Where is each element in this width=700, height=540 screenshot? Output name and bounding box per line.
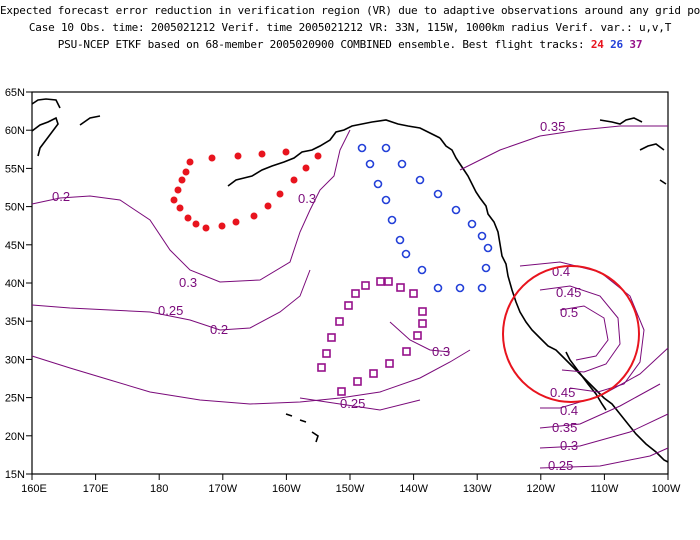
contour-label: 0.3 [560, 438, 578, 453]
verification-region-circle [502, 265, 640, 403]
lat-label: 30N [5, 354, 25, 366]
lon-labels: 160E 170E 180 170W 160W 150W 140W 130W 1… [21, 483, 681, 495]
contour-label: 0.5 [560, 305, 578, 320]
contour-label: 0.25 [158, 303, 183, 318]
lon-label: 170E [83, 483, 109, 495]
contour-label: 0.25 [548, 458, 573, 473]
coastlines [31, 98, 669, 463]
lat-label: 35N [5, 316, 25, 328]
flight-track-26 [357, 143, 493, 293]
lon-label: 160W [272, 483, 301, 495]
lon-label: 150W [336, 483, 365, 495]
lat-label: 55N [5, 163, 25, 175]
flight-track-37 [317, 277, 427, 396]
contour-label: 0.3 [432, 344, 450, 359]
lat-label: 50N [5, 202, 25, 214]
lon-label: 160E [21, 483, 47, 495]
contour-label: 0.4 [560, 403, 578, 418]
lon-label: 110W [590, 483, 619, 495]
contour-label: 0.2 [52, 189, 70, 204]
lon-label: 180 [150, 483, 168, 495]
contour-label: 0.3 [179, 275, 197, 290]
title-line-3: PSU-NCEP ETKF based on 68-member 2005020… [0, 38, 700, 51]
title-line-2: Case 10 Obs. time: 2005021212 Verif. tim… [28, 21, 672, 34]
lat-label: 65N [5, 87, 25, 99]
title-line-3-text: PSU-NCEP ETKF based on 68-member 2005020… [57, 38, 591, 51]
contour-label: 0.35 [540, 119, 565, 134]
lat-label: 20N [5, 431, 25, 443]
lat-label: 60N [5, 125, 25, 137]
contour-label: 0.2 [210, 322, 228, 337]
lat-label: 45N [5, 240, 25, 252]
lon-label: 170W [208, 483, 237, 495]
lon-label: 130W [463, 483, 492, 495]
contour-label: 0.35 [552, 420, 577, 435]
lat-label: 25N [5, 393, 25, 405]
lon-label: 100W [652, 483, 681, 495]
contour-label-group: 0.2 0.3 0.25 0.2 0.3 0.3 0.25 0.35 0.4 0… [52, 119, 581, 473]
contour-label: 0.45 [556, 285, 581, 300]
lat-label: 15N [5, 469, 25, 481]
lat-label: 40N [5, 278, 25, 290]
flight-track-24 [170, 148, 322, 232]
track-26-label: 26 [610, 38, 623, 51]
contour-label: 0.25 [340, 396, 365, 411]
axis-ticks [26, 91, 669, 480]
contour-label: 0.3 [298, 191, 316, 206]
title-line-1: Expected forecast error reduction in ver… [0, 4, 700, 17]
lat-labels: 65N 60N 55N 50N 45N 40N 35N 30N 25N 20N … [5, 87, 25, 481]
lon-label: 140W [399, 483, 428, 495]
track-24-label: 24 [590, 38, 604, 51]
lon-label: 120W [526, 483, 555, 495]
contour-label: 0.45 [550, 385, 575, 400]
track-37-label: 37 [629, 38, 643, 51]
